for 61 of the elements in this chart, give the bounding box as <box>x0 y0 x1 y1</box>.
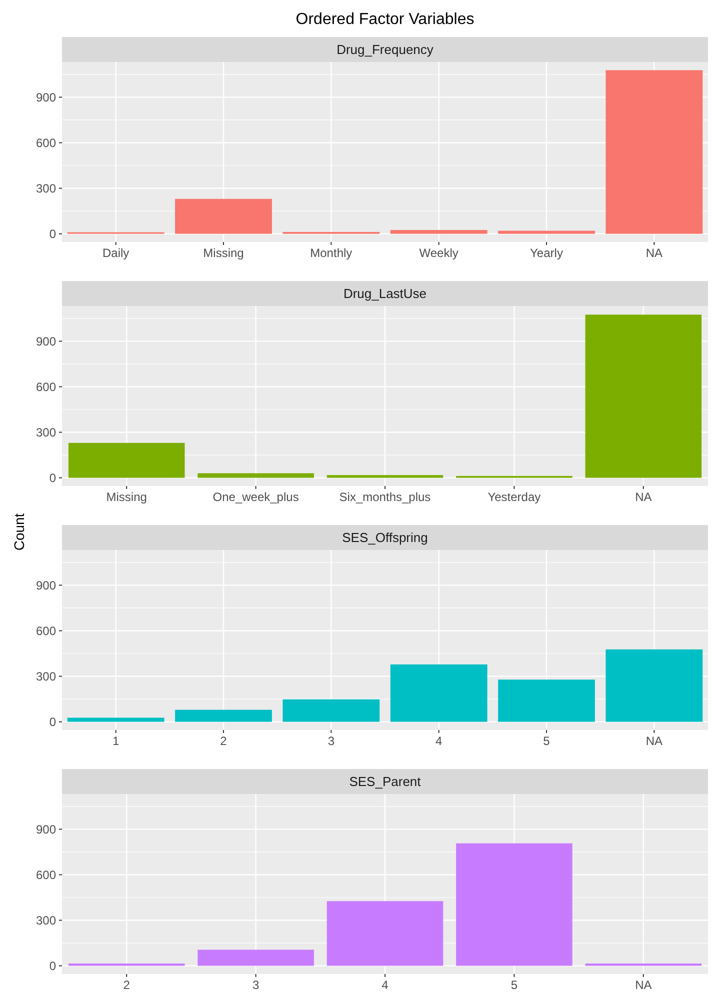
bar <box>67 718 164 722</box>
x-tick-label: 4 <box>435 734 442 748</box>
x-tick-label: 5 <box>510 978 518 992</box>
bar <box>175 710 272 722</box>
x-tick-label: Daily <box>102 246 130 260</box>
bar <box>198 473 314 478</box>
y-tick-label: 600 <box>36 136 56 150</box>
bar <box>282 699 380 722</box>
y-tick-label: 300 <box>36 669 56 684</box>
bar <box>606 70 703 234</box>
y-tick-label: 300 <box>36 913 56 928</box>
y-tick-label: 0 <box>49 471 56 486</box>
bar <box>326 475 444 478</box>
bar <box>68 442 185 478</box>
bar <box>456 843 572 966</box>
y-tick-label: 900 <box>36 578 56 592</box>
x-tick-label: NA <box>635 490 652 504</box>
x-tick-label: 1 <box>112 734 120 748</box>
y-axis-title: Count <box>11 513 27 551</box>
x-tick-label: NA <box>646 734 663 748</box>
x-tick-label: 2 <box>123 978 130 992</box>
bar <box>606 649 703 722</box>
bar <box>498 680 595 722</box>
x-tick-label: 4 <box>382 978 389 992</box>
y-tick-label: 0 <box>49 959 56 974</box>
bar <box>390 230 488 234</box>
y-tick-label: 900 <box>36 90 56 104</box>
bar <box>198 950 314 966</box>
x-tick-label: 3 <box>252 978 260 992</box>
y-tick-label: 600 <box>36 868 56 882</box>
x-tick-label: NA <box>635 978 652 992</box>
bar <box>326 901 444 966</box>
chart-subtitle: SES_Offspring <box>342 530 428 545</box>
y-tick-label: 900 <box>36 334 56 348</box>
x-tick-label: 5 <box>543 734 550 748</box>
x-tick-label: Monthly <box>310 246 352 260</box>
x-tick-label: Yearly <box>530 246 563 260</box>
x-tick-label: Six_months_plus <box>339 490 431 504</box>
y-tick-label: 0 <box>49 227 56 242</box>
bar <box>585 314 702 478</box>
bar <box>390 664 488 722</box>
chart-subtitle: Drug_LastUse <box>343 286 427 301</box>
y-tick-label: 300 <box>36 181 56 196</box>
x-tick-label: 3 <box>328 734 335 748</box>
x-tick-label: One_week_plus <box>212 490 299 504</box>
x-tick-label: Weekly <box>419 246 458 260</box>
chart-subtitle: Drug_Frequency <box>336 42 434 57</box>
y-tick-label: 900 <box>36 822 56 836</box>
x-tick-label: NA <box>646 246 663 260</box>
bar <box>175 198 272 234</box>
x-tick-label: Missing <box>203 246 244 260</box>
y-tick-label: 600 <box>36 380 56 394</box>
y-tick-label: 0 <box>49 715 56 730</box>
x-tick-label: Missing <box>106 490 147 504</box>
chart-title: Ordered Factor Variables <box>296 11 474 28</box>
y-tick-label: 300 <box>36 425 56 440</box>
x-tick-label: Yesterday <box>488 490 541 504</box>
chart-subtitle: SES_Parent <box>349 774 422 789</box>
x-tick-label: 2 <box>220 734 228 748</box>
bar <box>498 230 595 234</box>
y-tick-label: 600 <box>36 624 56 638</box>
